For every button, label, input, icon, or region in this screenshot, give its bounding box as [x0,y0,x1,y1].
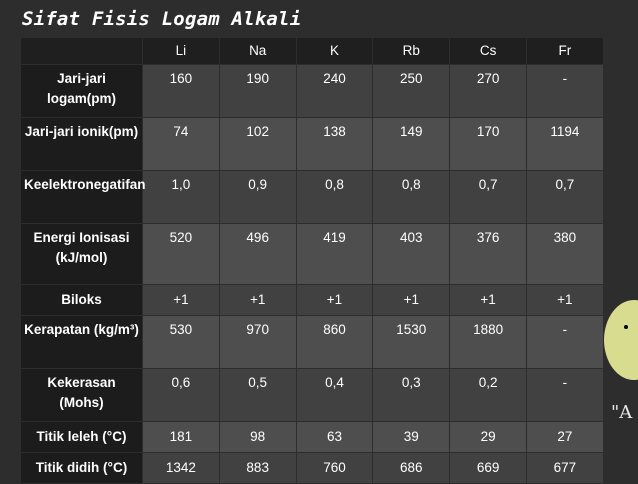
table-cell: +1 [372,284,451,316]
table-cell: 190 [218,64,297,118]
table-cell: 530 [142,315,220,369]
table-row: Jari-jari ionik(pm) 74 102 138 149 170 1… [20,117,604,171]
decorative-smiley [604,300,638,380]
row-label: Jari-jari logam(pm) [20,64,143,118]
table-cell: 1530 [372,315,451,369]
table-cell: 1,0 [142,170,220,224]
table-row: Kerapatan (kg/m³) 530 970 860 1530 1880 … [20,315,604,369]
table-row: Biloks +1 +1 +1 +1 +1 +1 [20,284,604,316]
table-cell: 860 [295,315,374,369]
table-cell: 419 [295,223,374,285]
header-fr: Fr [525,37,604,65]
table-cell: 0,7 [449,170,527,224]
table-cell: 970 [218,315,297,369]
row-label: Energi Ionisasi (kJ/mol) [20,223,143,285]
row-label: Keelektronegatifan [20,170,146,224]
alkali-properties-table: Li Na K Rb Cs Fr Jari-jari logam(pm) 160… [20,37,604,484]
table-cell: 170 [449,117,527,171]
header-rb: Rb [372,37,451,65]
table-cell: 0,6 [142,368,220,422]
decorative-text: "A [611,402,633,423]
table-cell: 27 [525,421,604,453]
row-label: Titik leleh (°C) [20,421,143,453]
row-label: Kekerasan (Mohs) [20,368,143,422]
table-cell: 29 [449,421,527,453]
table-cell: 1194 [525,117,604,171]
table-row: Energi Ionisasi (kJ/mol) 520 496 419 403… [20,223,604,285]
table-cell: 0,8 [372,170,451,224]
table-cell: 63 [295,421,374,453]
table-cell: 149 [372,117,451,171]
table-cell: 138 [295,117,374,171]
table-cell: +1 [142,284,220,316]
table-cell: +1 [218,284,297,316]
table-cell: 0,8 [295,170,374,224]
table-cell: 376 [449,223,527,285]
table-cell: 1880 [449,315,527,369]
header-row: Li Na K Rb Cs Fr [20,37,604,65]
table-cell: 0,4 [295,368,374,422]
row-label: Jari-jari ionik(pm) [20,117,143,171]
table-row: Jari-jari logam(pm) 160 190 240 250 270 … [20,64,604,118]
table-cell: 39 [372,421,451,453]
table-cell: +1 [295,284,374,316]
row-label: Kerapatan (kg/m³) [20,315,143,369]
table-cell: 520 [142,223,220,285]
table-cell: 0,3 [372,368,451,422]
table-cell: +1 [449,284,527,316]
table-cell: 403 [372,223,451,285]
row-label: Biloks [20,284,143,316]
table-cell: 250 [372,64,451,118]
table-cell: 102 [218,117,297,171]
header-cs: Cs [449,37,527,65]
table-cell: - [525,315,604,369]
table-cell: 496 [218,223,297,285]
table-cell: 74 [142,117,220,171]
table-cell: 0,9 [218,170,297,224]
table-cell: 270 [449,64,527,118]
table-cell: 0,2 [449,368,527,422]
header-na: Na [218,37,297,65]
table-cell: - [525,368,604,422]
table-cell: - [525,64,604,118]
table-cell: 380 [525,223,604,285]
table-cell: +1 [525,284,604,316]
slide-title: Sifat Fisis Logam Alkali [22,8,302,30]
table-row: Keelektronegatifan 1,0 0,9 0,8 0,8 0,7 0… [20,170,604,224]
properties-table-container: Li Na K Rb Cs Fr Jari-jari logam(pm) 160… [20,37,604,484]
table-cell: 98 [218,421,297,453]
table-row: Titik leleh (°C) 181 98 63 39 29 27 [20,421,604,453]
header-corner [20,37,143,65]
table-row: Kekerasan (Mohs) 0,6 0,5 0,4 0,3 0,2 - [20,368,604,422]
header-k: K [295,37,374,65]
header-li: Li [142,37,220,65]
table-cell: 181 [142,421,220,453]
table-cell: 0,5 [218,368,297,422]
decorative-smiley-eye [624,325,628,329]
table-cell: 160 [142,64,220,118]
table-cell: 0,7 [525,170,604,224]
table-cell: 240 [295,64,374,118]
